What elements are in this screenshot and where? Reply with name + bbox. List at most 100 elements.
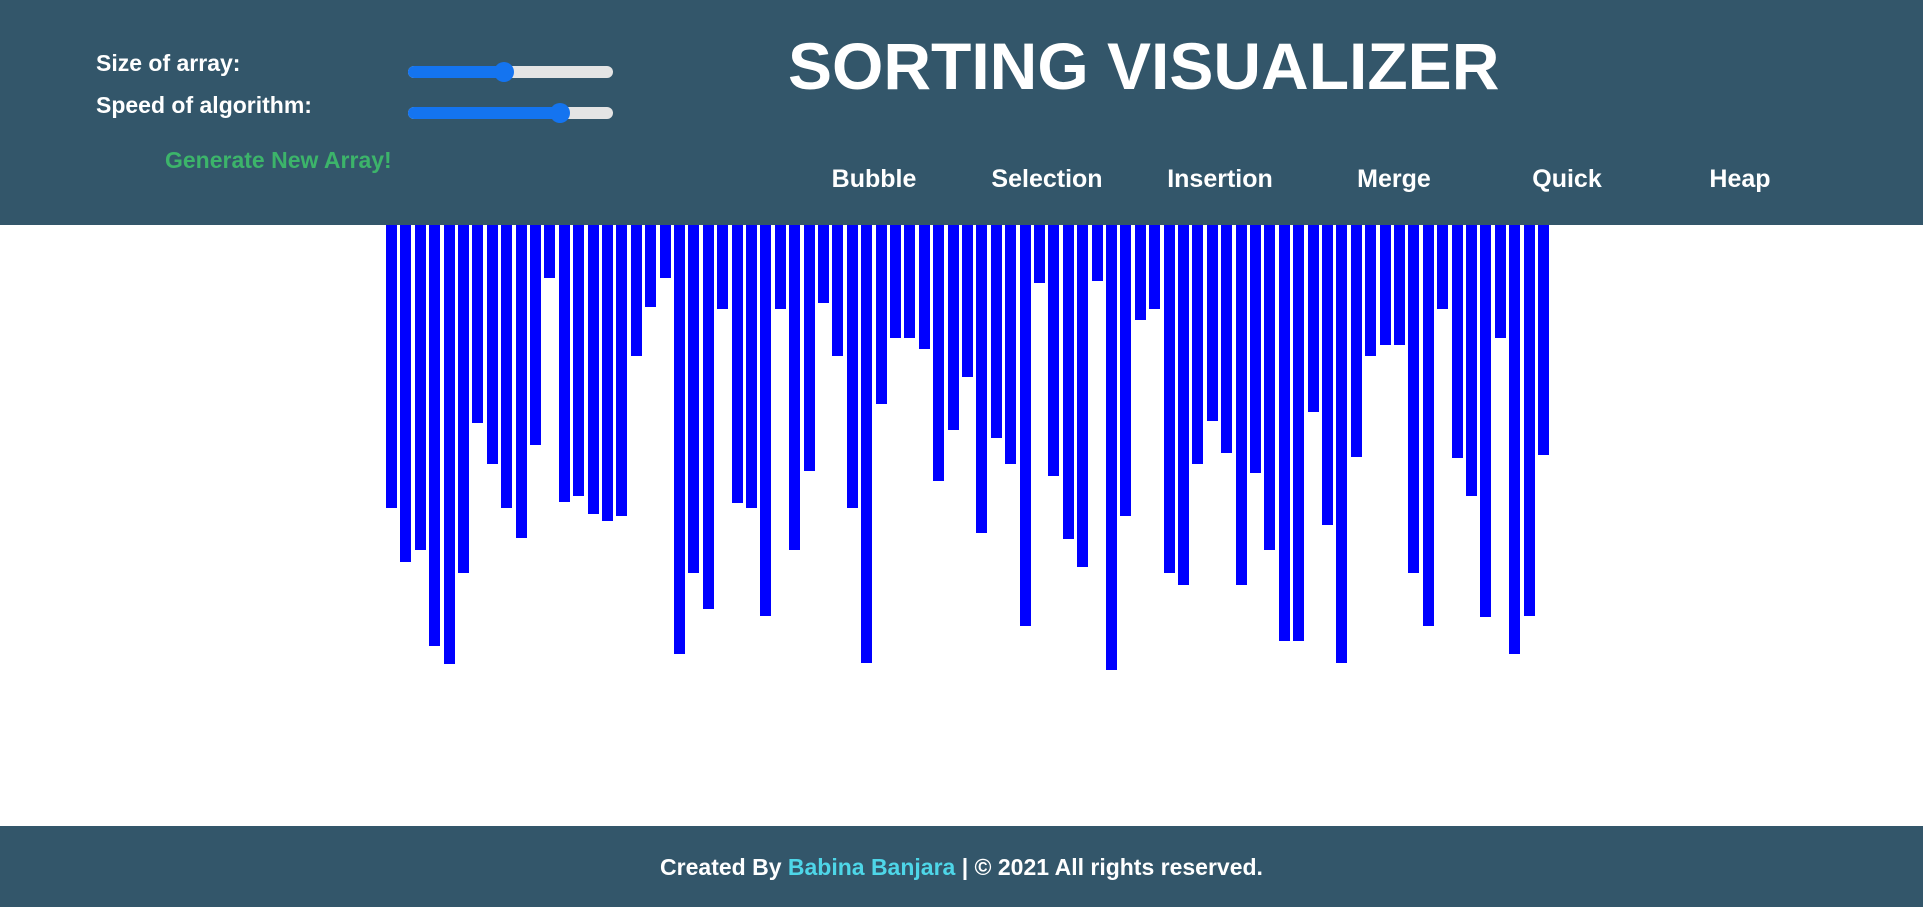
- array-bar: [544, 225, 556, 278]
- header: Size of array: Speed of algorithm: Gener…: [0, 0, 1923, 225]
- array-bars-container: [0, 225, 1923, 825]
- array-bar: [1178, 225, 1189, 585]
- page-title: SORTING VISUALIZER: [788, 29, 1500, 103]
- array-bar: [530, 225, 541, 445]
- array-bar: [501, 225, 513, 508]
- speed-slider-thumb[interactable]: [549, 103, 570, 123]
- array-bar: [400, 225, 412, 562]
- speed-slider-fill: [408, 107, 560, 119]
- array-bar: [1394, 225, 1405, 345]
- array-bar: [832, 225, 844, 356]
- array-bar: [659, 225, 671, 278]
- array-bar: [803, 225, 815, 471]
- array-bar: [558, 225, 570, 502]
- insertion-sort-button[interactable]: Insertion: [1167, 165, 1273, 193]
- array-bar: [1494, 225, 1506, 338]
- array-bar: [429, 225, 441, 646]
- array-bar: [789, 225, 801, 550]
- array-bar: [414, 225, 426, 550]
- array-bar: [1250, 225, 1261, 473]
- array-size-slider-fill: [408, 66, 505, 78]
- array-bar: [976, 225, 988, 533]
- footer-text: Created By Babina Banjara | © 2021 All r…: [0, 854, 1923, 881]
- array-bar: [702, 225, 714, 609]
- array-bar: [1451, 225, 1463, 458]
- array-bar: [760, 225, 772, 616]
- array-bar: [1278, 225, 1290, 641]
- array-bar: [386, 225, 397, 508]
- array-bar: [962, 225, 973, 377]
- speed-of-algorithm-label: Speed of algorithm:: [96, 92, 312, 118]
- array-bar: [918, 225, 930, 349]
- array-bar: [1235, 225, 1247, 585]
- array-bar: [990, 225, 1002, 438]
- array-bar: [1466, 225, 1477, 496]
- array-bar: [1206, 225, 1218, 421]
- array-bar: [630, 225, 642, 356]
- selection-sort-button[interactable]: Selection: [991, 165, 1103, 193]
- array-bar: [933, 225, 945, 481]
- array-bar: [890, 225, 901, 338]
- array-bar: [1019, 225, 1031, 626]
- array-bar: [688, 225, 700, 573]
- array-bar: [1077, 225, 1089, 567]
- array-bar: [645, 225, 657, 307]
- array-bar: [1163, 225, 1175, 573]
- bubble-sort-button[interactable]: Bubble: [831, 165, 917, 193]
- array-bar: [515, 225, 527, 538]
- footer: Created By Babina Banjara | © 2021 All r…: [0, 826, 1923, 907]
- array-bar: [486, 225, 498, 464]
- array-bar: [1149, 225, 1161, 309]
- array-bar: [1365, 225, 1377, 356]
- array-bar: [861, 225, 873, 663]
- array-bar: [1120, 225, 1132, 516]
- array-bar: [717, 225, 729, 309]
- array-bar: [1538, 225, 1549, 455]
- array-bar: [1005, 225, 1017, 464]
- array-bar: [616, 225, 628, 516]
- array-bar: [904, 225, 916, 338]
- array-bar: [818, 225, 829, 303]
- array-bar: [875, 225, 887, 404]
- quick-sort-button[interactable]: Quick: [1532, 165, 1602, 193]
- array-bar: [587, 225, 599, 514]
- footer-copyright: | © 2021 All rights reserved.: [955, 854, 1263, 880]
- array-bar: [1336, 225, 1348, 663]
- heap-sort-button[interactable]: Heap: [1709, 165, 1771, 193]
- array-bar: [1134, 225, 1146, 320]
- array-bar: [1293, 225, 1305, 641]
- array-bar: [1091, 225, 1103, 281]
- array-bar: [1480, 225, 1492, 617]
- array-size-slider[interactable]: [408, 62, 613, 82]
- array-bar: [1422, 225, 1434, 626]
- array-bar: [947, 225, 959, 430]
- array-bar: [674, 225, 685, 654]
- array-bar: [1523, 225, 1535, 616]
- array-bar: [573, 225, 585, 496]
- array-bar: [731, 225, 743, 503]
- array-bar: [1034, 225, 1045, 283]
- author-link[interactable]: Babina Banjara: [787, 854, 956, 880]
- array-bar: [443, 225, 455, 664]
- array-bar: [458, 225, 469, 573]
- array-bar: [1307, 225, 1319, 412]
- array-bar: [774, 225, 786, 309]
- array-bar: [1322, 225, 1333, 525]
- array-bar: [1264, 225, 1276, 550]
- array-bar: [1062, 225, 1074, 539]
- array-bar: [1379, 225, 1391, 345]
- array-bar: [1048, 225, 1060, 476]
- array-bar: [1192, 225, 1204, 464]
- merge-sort-button[interactable]: Merge: [1357, 165, 1431, 193]
- speed-slider[interactable]: [408, 103, 613, 123]
- array-bar: [602, 225, 613, 521]
- array-bar: [1221, 225, 1233, 453]
- generate-new-array-button[interactable]: Generate New Array!: [165, 147, 392, 173]
- array-bar: [472, 225, 484, 423]
- footer-prefix: Created By: [660, 854, 788, 880]
- array-bar: [1106, 225, 1117, 670]
- array-bar: [1437, 225, 1449, 309]
- array-size-slider-thumb[interactable]: [494, 62, 515, 82]
- array-bar: [846, 225, 858, 508]
